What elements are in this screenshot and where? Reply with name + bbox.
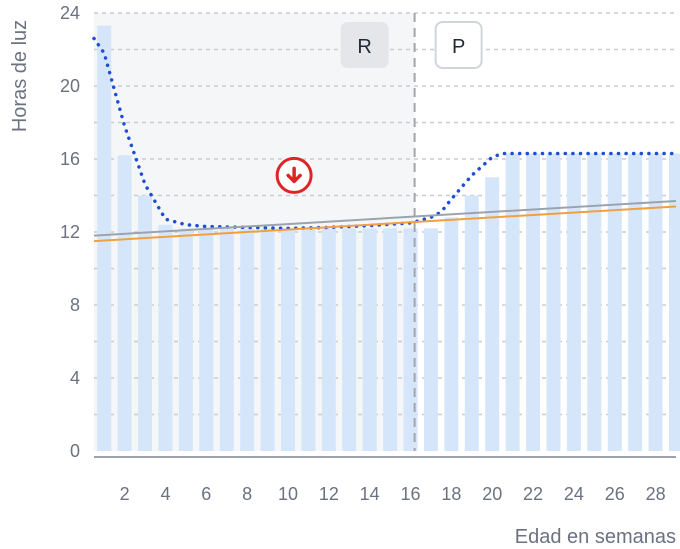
phase-badge-p-box — [434, 21, 483, 69]
bar — [464, 195, 479, 451]
x-tick-labels: 2 4 6 8 10 12 14 16 18 20 22 24 26 28 — [120, 484, 666, 504]
y-tick-label: 8 — [70, 295, 80, 315]
y-tick-label: 20 — [60, 76, 80, 96]
bar — [669, 153, 680, 451]
bar — [158, 224, 173, 451]
y-tick-label: 24 — [60, 3, 80, 23]
bar — [178, 228, 193, 451]
y-tick-label: 16 — [60, 149, 80, 169]
phase-badge-p-label: P — [452, 36, 465, 58]
bar — [648, 153, 663, 451]
trend-lines — [92, 36, 678, 243]
bar — [546, 153, 561, 451]
y-tick-label: 4 — [70, 368, 80, 388]
phase-badge-r-box — [340, 22, 389, 68]
x-tick-label: 2 — [120, 484, 130, 504]
y-tick-labels: 0 4 8 12 16 20 24 — [60, 3, 80, 461]
bar — [526, 153, 541, 451]
x-tick-label: 10 — [278, 484, 298, 504]
bar — [423, 228, 438, 451]
bar — [97, 25, 112, 452]
x-tick-label: 8 — [242, 484, 252, 504]
bar — [260, 228, 275, 451]
phase-badge-r: R — [340, 22, 389, 68]
bar — [117, 155, 132, 451]
bar — [240, 228, 255, 451]
bar — [301, 228, 316, 451]
bar — [342, 228, 357, 451]
bar — [138, 195, 153, 451]
x-tick-label: 14 — [360, 484, 380, 504]
x-axis-title: Edad en semanas — [515, 526, 676, 548]
bars — [97, 25, 680, 452]
trend-line-2 — [93, 205, 677, 243]
phase-badge-r-label: R — [357, 36, 371, 58]
bar — [362, 228, 377, 451]
bar — [566, 153, 581, 451]
bar — [587, 153, 602, 451]
bar — [219, 228, 234, 451]
x-tick-label: 16 — [401, 484, 421, 504]
bar — [444, 217, 459, 451]
bar — [199, 228, 214, 451]
bar — [628, 153, 643, 451]
bar — [281, 228, 295, 451]
x-tick-label: 6 — [201, 484, 211, 504]
x-tick-label: 12 — [319, 484, 339, 504]
marker-arrow — [286, 166, 302, 184]
x-tick-label: 18 — [441, 484, 461, 504]
y-tick-label: 12 — [60, 222, 80, 242]
x-tick-label: 28 — [646, 484, 666, 504]
x-tick-label: 20 — [482, 484, 502, 504]
y-tick-label: 0 — [70, 441, 80, 461]
x-tick-label: 26 — [605, 484, 625, 504]
bar — [505, 153, 520, 451]
x-tick-label: 22 — [523, 484, 543, 504]
bar — [485, 177, 500, 451]
x-tick-label: 24 — [564, 484, 584, 504]
x-tick-label: 4 — [160, 484, 170, 504]
dotted-series-line — [92, 36, 678, 231]
trend-line-1 — [93, 200, 677, 237]
bar — [607, 153, 622, 451]
bar — [383, 228, 398, 451]
y-axis-title: Horas de luz — [9, 20, 31, 132]
bar — [321, 228, 336, 451]
phase-badge-p: P — [434, 21, 483, 69]
down-arrow-circle-icon[interactable] — [275, 156, 313, 194]
